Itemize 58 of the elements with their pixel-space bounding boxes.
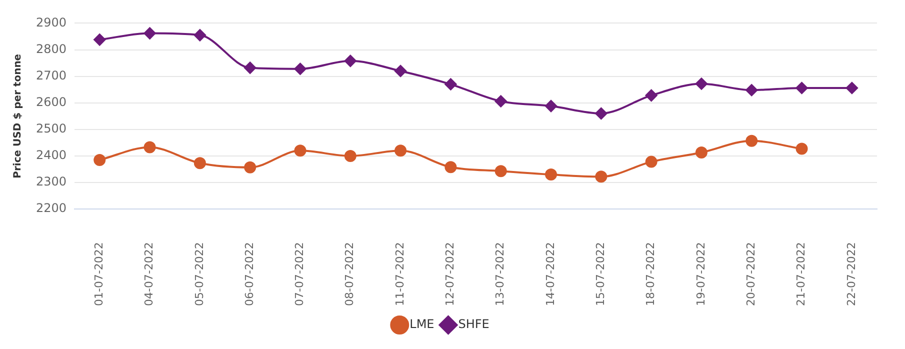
x-tick-label: 18-07-2022 xyxy=(644,242,658,306)
x-tick-label: 06-07-2022 xyxy=(242,242,256,306)
point xyxy=(194,29,206,42)
x-tick-label: 21-07-2022 xyxy=(794,242,808,306)
point xyxy=(695,146,708,159)
point xyxy=(244,161,256,174)
point xyxy=(394,144,407,157)
y-tick-label: 2500 xyxy=(36,122,67,136)
x-tick-label: 20-07-2022 xyxy=(744,242,758,306)
point xyxy=(846,82,858,94)
x-tick-label: 12-07-2022 xyxy=(444,242,457,306)
x-tick-label: 04-07-2022 xyxy=(142,242,156,306)
point xyxy=(796,142,808,155)
point xyxy=(595,170,608,183)
y-tick-label: 2600 xyxy=(36,94,67,109)
point xyxy=(595,107,608,120)
y-tick-label: 2800 xyxy=(36,42,67,56)
legend-label: SHFE xyxy=(458,317,490,332)
y-tick-label: 2900 xyxy=(36,15,67,30)
point xyxy=(94,34,106,46)
y-axis-title: Price USD $ per tonne xyxy=(12,54,24,178)
y-tick-label: 2700 xyxy=(36,68,67,82)
x-tick-label: 15-07-2022 xyxy=(594,242,608,306)
x-tick-label: 22-07-2022 xyxy=(844,242,858,306)
point xyxy=(344,54,356,67)
x-tick-label: 11-07-2022 xyxy=(393,242,406,306)
point xyxy=(394,64,407,77)
point xyxy=(645,156,658,168)
point xyxy=(444,161,457,174)
point xyxy=(545,168,557,181)
x-tick-label: 01-07-2022 xyxy=(92,242,106,306)
x-tick-label: 05-07-2022 xyxy=(192,242,206,306)
x-tick-label: 19-07-2022 xyxy=(694,242,708,306)
point xyxy=(695,78,708,90)
point xyxy=(294,144,306,157)
point xyxy=(645,89,658,102)
x-tick-label: 14-07-2022 xyxy=(544,242,557,306)
point xyxy=(144,27,156,40)
point xyxy=(94,154,106,166)
point xyxy=(444,78,457,90)
x-tick-label: 07-07-2022 xyxy=(293,242,306,306)
point xyxy=(746,84,758,96)
y-tick-label: 2200 xyxy=(36,201,67,216)
legend-label: LME xyxy=(410,317,434,332)
point xyxy=(194,157,206,170)
point xyxy=(746,134,758,147)
x-tick-label: 08-07-2022 xyxy=(343,242,356,306)
point xyxy=(545,100,557,112)
point xyxy=(144,141,156,154)
point xyxy=(494,95,507,108)
point xyxy=(796,82,808,94)
y-tick-label: 2400 xyxy=(36,148,67,162)
point xyxy=(344,150,356,162)
point xyxy=(244,62,256,74)
point xyxy=(494,165,507,178)
x-tick-label: 13-07-2022 xyxy=(494,242,507,306)
y-tick-label: 2300 xyxy=(36,174,67,189)
point xyxy=(294,62,306,75)
